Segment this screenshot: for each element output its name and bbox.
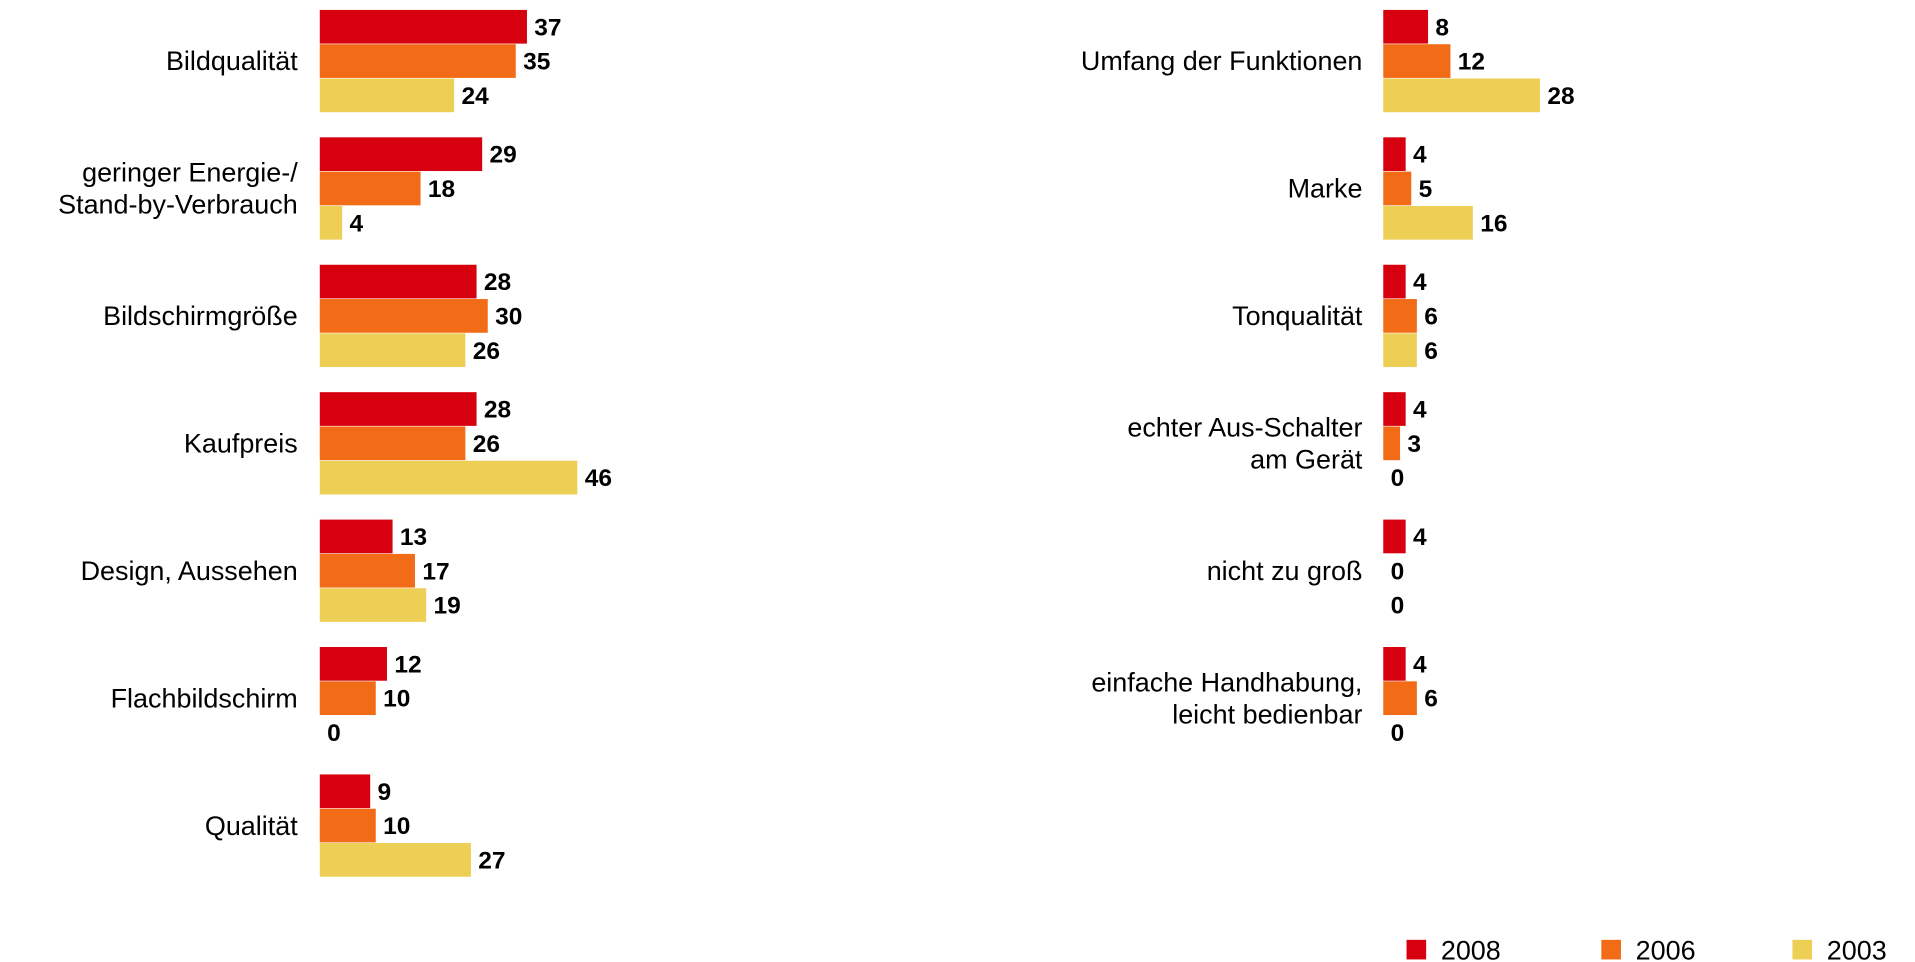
bar xyxy=(319,588,427,622)
category-label: Marke xyxy=(1288,174,1363,204)
bar xyxy=(319,78,455,113)
value-label: 4 xyxy=(1413,142,1427,169)
value-label: 9 xyxy=(378,779,392,806)
category-label: einfache Handhabung, leicht bedienbar xyxy=(1091,667,1362,729)
category-label: Tonqualität xyxy=(1232,301,1363,331)
bar xyxy=(319,426,466,461)
bar xyxy=(319,171,421,206)
category-label: Design, Aussehen xyxy=(81,556,298,586)
category-label: Bildschirmgröße xyxy=(103,301,298,331)
bar xyxy=(319,519,393,554)
value-label: 10 xyxy=(383,813,410,840)
value-label: 4 xyxy=(350,210,364,237)
category-label: Umfang der Funktionen xyxy=(1081,46,1363,76)
bar xyxy=(1383,78,1541,113)
value-label: 17 xyxy=(422,558,449,585)
value-label: 27 xyxy=(478,847,505,874)
value-label: 13 xyxy=(400,524,427,551)
value-label: 8 xyxy=(1435,14,1449,41)
bar xyxy=(319,681,376,716)
bar xyxy=(319,264,477,299)
bar xyxy=(319,460,578,495)
value-label: 10 xyxy=(383,686,410,713)
bar xyxy=(1383,9,1429,44)
legend-label: 2003 xyxy=(1827,935,1887,962)
bar xyxy=(319,808,376,843)
value-label: 46 xyxy=(585,465,612,492)
value-label: 16 xyxy=(1480,210,1507,237)
value-label: 37 xyxy=(534,14,561,41)
legend-label: 2006 xyxy=(1636,935,1696,962)
value-label: 4 xyxy=(1413,397,1427,424)
bar xyxy=(319,205,343,240)
category-label: Flachbildschirm xyxy=(111,683,298,713)
value-label: 0 xyxy=(1391,558,1405,585)
value-label: 3 xyxy=(1407,431,1421,458)
legend-swatch xyxy=(1601,939,1621,960)
category-label: Bildqualität xyxy=(166,46,298,76)
value-label: 12 xyxy=(1458,49,1485,76)
value-label: 26 xyxy=(473,338,500,365)
bar xyxy=(319,137,483,172)
value-label: 6 xyxy=(1424,338,1438,365)
category-label: Kaufpreis xyxy=(184,429,298,459)
value-label: 30 xyxy=(495,303,522,330)
value-label: 24 xyxy=(462,83,490,110)
value-label: 29 xyxy=(490,142,517,169)
value-label: 28 xyxy=(484,397,511,424)
bar xyxy=(1383,681,1417,716)
bar xyxy=(1383,205,1473,240)
bar xyxy=(1383,264,1406,299)
value-label: 26 xyxy=(473,431,500,458)
bar xyxy=(1383,299,1417,333)
value-label: 4 xyxy=(1413,651,1427,678)
value-label: 35 xyxy=(523,49,550,76)
bar xyxy=(1383,519,1406,554)
value-label: 4 xyxy=(1413,524,1427,551)
value-label: 6 xyxy=(1424,303,1438,330)
bar xyxy=(319,333,466,368)
value-label: 0 xyxy=(327,720,341,747)
value-label: 4 xyxy=(1413,269,1427,296)
value-label: 18 xyxy=(428,176,455,203)
category-label: geringer Energie-/Stand-by-Verbrauch xyxy=(58,158,298,220)
category-label: nicht zu groß xyxy=(1207,556,1363,586)
value-label: 0 xyxy=(1391,465,1405,492)
legend-label: 2008 xyxy=(1441,935,1501,962)
bar xyxy=(1383,426,1401,461)
value-label: 6 xyxy=(1424,686,1438,713)
legend-swatch xyxy=(1792,939,1813,960)
bar xyxy=(1383,171,1412,206)
bar xyxy=(1383,44,1451,78)
bar xyxy=(1383,333,1417,368)
bar xyxy=(319,9,527,44)
value-label: 5 xyxy=(1419,176,1433,203)
value-label: 28 xyxy=(1547,83,1574,110)
bar xyxy=(319,392,477,426)
bar xyxy=(319,647,387,681)
bar xyxy=(1383,137,1406,172)
value-label: 19 xyxy=(434,593,461,620)
category-label: echter Aus-Schalter am Gerät xyxy=(1127,413,1363,475)
value-label: 28 xyxy=(484,269,511,296)
category-label: Qualität xyxy=(205,811,298,841)
bar xyxy=(319,843,471,877)
bar xyxy=(319,553,415,588)
bar xyxy=(1383,647,1406,681)
value-label: 12 xyxy=(394,651,421,678)
value-label: 0 xyxy=(1391,593,1405,620)
value-label: 0 xyxy=(1391,720,1405,747)
bar xyxy=(319,44,516,78)
bar xyxy=(319,774,371,809)
bar xyxy=(1383,392,1406,426)
bar xyxy=(319,299,488,333)
legend-swatch xyxy=(1406,939,1427,960)
